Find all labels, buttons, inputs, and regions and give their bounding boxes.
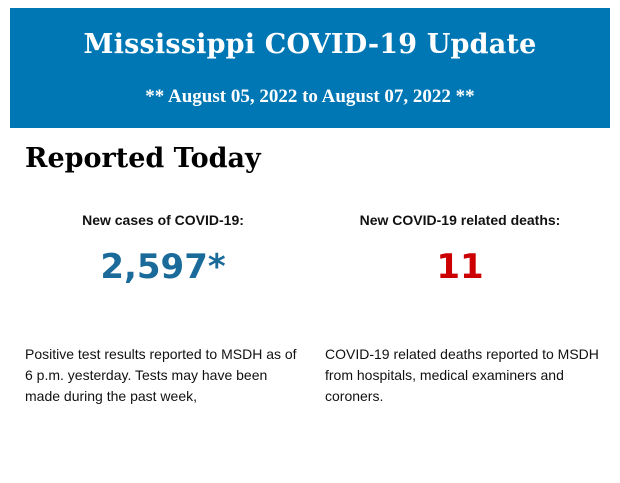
date-range: ** August 05, 2022 to August 07, 2022 ** (145, 86, 475, 107)
deaths-label: New COVID-19 related deaths: (359, 212, 561, 228)
deaths-stat: New COVID-19 related deaths: 11 (310, 212, 610, 287)
page-title: Mississippi COVID-19 Update (83, 29, 537, 60)
deaths-value: 11 (436, 247, 484, 287)
deaths-description: COVID-19 related deaths reported to MSDH… (325, 346, 599, 404)
header-banner: Mississippi COVID-19 Update ** August 05… (10, 8, 610, 128)
cases-stat: New cases of COVID-19: 2,597* (13, 212, 313, 287)
cases-value: 2,597* (100, 247, 226, 287)
section-title: Reported Today (25, 143, 261, 174)
cases-description: Positive test results reported to MSDH a… (25, 346, 297, 404)
cases-label: New cases of COVID-19: (82, 212, 244, 228)
